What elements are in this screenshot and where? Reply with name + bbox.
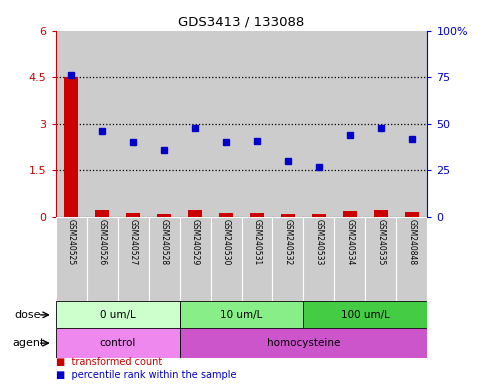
Text: GDS3413 / 133088: GDS3413 / 133088 [178, 15, 305, 28]
Bar [95, 210, 109, 217]
Bar [303, 31, 334, 217]
Bar [56, 301, 180, 328]
Text: GSM240534: GSM240534 [345, 220, 355, 266]
Bar [250, 213, 264, 217]
Bar [219, 213, 233, 217]
Bar [242, 217, 272, 301]
Text: agent: agent [12, 338, 44, 348]
Text: GSM240532: GSM240532 [284, 220, 293, 266]
Text: GSM240533: GSM240533 [314, 220, 324, 266]
Bar [126, 213, 140, 217]
Bar [281, 214, 295, 217]
Bar [180, 217, 211, 301]
Bar [86, 217, 117, 301]
Text: GSM240529: GSM240529 [190, 220, 199, 266]
Bar [312, 215, 326, 217]
Bar [180, 328, 427, 358]
Bar [86, 31, 117, 217]
Bar [242, 31, 272, 217]
Bar [343, 211, 357, 217]
Bar [117, 31, 149, 217]
Bar [64, 77, 78, 217]
Text: control: control [99, 338, 136, 348]
Text: GSM240535: GSM240535 [376, 220, 385, 266]
Bar [397, 31, 427, 217]
Bar [56, 217, 86, 301]
Bar [374, 210, 388, 217]
Text: homocysteine: homocysteine [267, 338, 340, 348]
Bar [180, 31, 211, 217]
Text: GSM240530: GSM240530 [222, 220, 230, 266]
Text: dose: dose [14, 310, 41, 320]
Text: GSM240528: GSM240528 [159, 220, 169, 266]
Text: 10 um/L: 10 um/L [220, 310, 263, 320]
Bar [149, 217, 180, 301]
Text: 0 um/L: 0 um/L [99, 310, 135, 320]
Text: GSM240525: GSM240525 [67, 220, 75, 266]
Text: ■  transformed count: ■ transformed count [56, 358, 162, 367]
Text: GSM240527: GSM240527 [128, 220, 138, 266]
Text: GSM240848: GSM240848 [408, 220, 416, 266]
Bar [334, 217, 366, 301]
Bar [56, 31, 86, 217]
Text: 100 um/L: 100 um/L [341, 310, 390, 320]
Bar [180, 301, 303, 328]
Text: GSM240526: GSM240526 [98, 220, 107, 266]
Text: GSM240531: GSM240531 [253, 220, 261, 266]
Bar [366, 217, 397, 301]
Bar [157, 214, 171, 217]
Bar [188, 210, 202, 217]
Bar [211, 31, 242, 217]
Bar [56, 328, 180, 358]
Bar [117, 217, 149, 301]
Text: ■  percentile rank within the sample: ■ percentile rank within the sample [56, 370, 236, 380]
Bar [303, 301, 427, 328]
Bar [334, 31, 366, 217]
Bar [303, 217, 334, 301]
Bar [397, 217, 427, 301]
Bar [211, 217, 242, 301]
Bar [405, 212, 419, 217]
Bar [272, 31, 303, 217]
Bar [272, 217, 303, 301]
Bar [366, 31, 397, 217]
Bar [149, 31, 180, 217]
